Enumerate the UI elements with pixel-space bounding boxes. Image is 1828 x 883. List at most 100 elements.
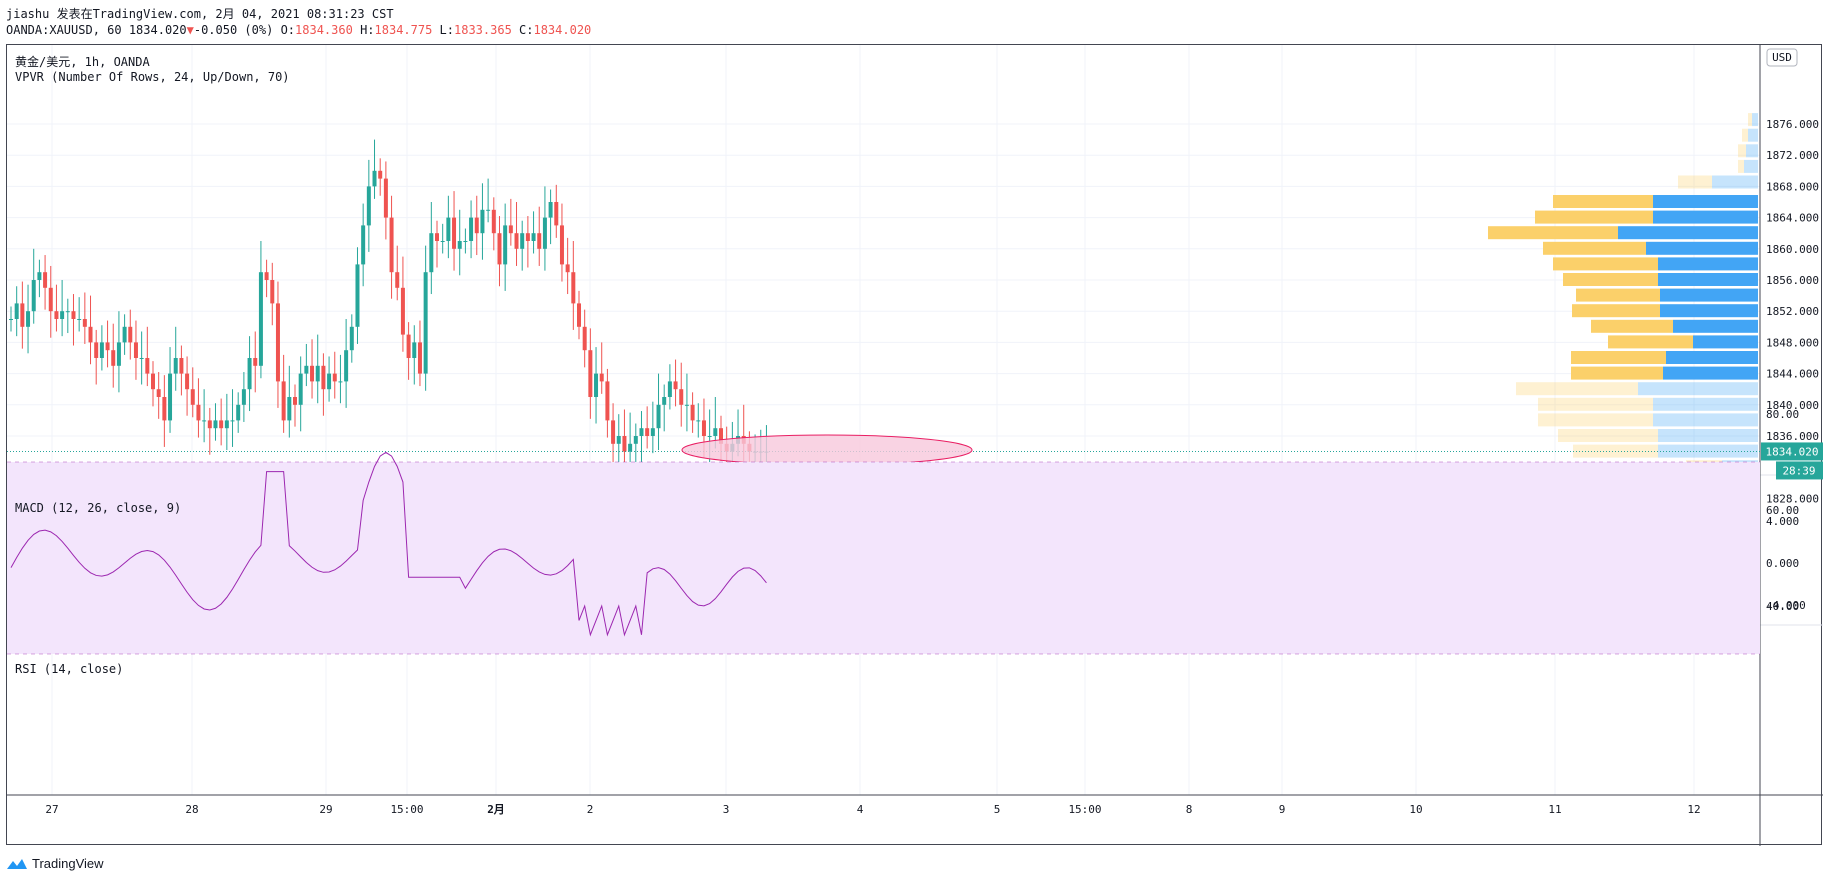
candle-body <box>719 428 723 444</box>
candle-body <box>332 373 337 382</box>
time-axis-label: 11 <box>1548 803 1561 816</box>
candle-body <box>88 326 93 343</box>
candle-body <box>310 365 315 382</box>
candle-body <box>400 287 405 335</box>
candle-body <box>293 397 297 405</box>
candle-body <box>94 342 99 358</box>
brand-text: TradingView <box>32 856 104 871</box>
candle-body <box>37 272 42 280</box>
candle-body <box>639 428 644 436</box>
vpvr-up-bar <box>1638 382 1758 396</box>
rsi-line <box>10 451 767 637</box>
price-axis-label: 1872.000 <box>1766 149 1819 162</box>
candle-body <box>645 428 650 436</box>
candle-body <box>275 303 280 382</box>
tradingview-brand[interactable]: TradingView <box>6 856 104 871</box>
candle-body <box>423 272 428 374</box>
price-axis-label: 1876.000 <box>1766 118 1819 131</box>
chart-canvas[interactable]: 1876.000 1872.000 1868.000 1864.000 1860.000… <box>7 45 1823 846</box>
vpvr-up-bar <box>1653 397 1758 411</box>
candle-body <box>469 217 474 241</box>
vpvr-up-bar <box>1693 335 1758 349</box>
chart-frame[interactable]: 1876.000 1872.000 1868.000 1864.000 1860.000… <box>6 44 1823 846</box>
candle-body <box>116 342 121 366</box>
candle-body <box>122 326 127 343</box>
candle-body <box>151 373 155 390</box>
candle-body <box>673 381 678 390</box>
candle-body <box>31 280 36 312</box>
candle-body <box>520 233 525 249</box>
candle-body <box>349 326 354 351</box>
vpvr-up-bar <box>1660 304 1758 318</box>
low-label: L: <box>439 23 454 37</box>
candle-body <box>696 420 701 422</box>
rsi-legend[interactable]: RSI (14, close) <box>15 662 124 676</box>
candle-body <box>611 420 616 444</box>
candle-body <box>321 365 326 390</box>
vpvr-up-bar <box>1712 175 1758 189</box>
candle-body <box>315 365 320 382</box>
candle-body <box>287 397 292 421</box>
vpvr-up-bar <box>1653 210 1758 224</box>
vpvr-legend[interactable]: VPVR (Number Of Rows, 24, Up/Down, 70) <box>15 70 290 84</box>
macd-axis-label: -4.000 <box>1766 599 1806 612</box>
candle-body <box>77 319 82 320</box>
vpvr-up-bar <box>1744 159 1758 173</box>
candle-body <box>571 272 576 304</box>
candle-body <box>537 233 542 249</box>
rsi-band <box>7 462 1760 654</box>
candle-body <box>43 272 48 288</box>
candle-body <box>162 397 167 421</box>
vpvr-up-bar <box>1746 144 1758 158</box>
candle-body <box>503 225 508 265</box>
candle-body <box>258 272 263 366</box>
candle-body <box>667 381 672 397</box>
candle-body <box>486 209 491 211</box>
candle-body <box>554 202 559 226</box>
vpvr-down-bar <box>1591 319 1673 333</box>
highlight-ellipse <box>681 434 973 466</box>
candle-body <box>48 287 53 312</box>
candle-body <box>542 217 547 249</box>
candle-body <box>474 217 479 234</box>
vpvr-up-bar <box>1658 273 1758 286</box>
rsi-axis-label: 60.00 <box>1766 504 1799 517</box>
price-axis-label: 1856.000 <box>1766 274 1819 287</box>
candle-body <box>202 420 207 422</box>
open-label: O: <box>280 23 296 37</box>
candle-body <box>395 272 400 288</box>
currency-badge <box>1766 48 1798 67</box>
candle-body <box>452 217 457 249</box>
candle-body <box>690 404 695 421</box>
vpvr-up-bar <box>1658 429 1758 442</box>
vpvr-up-bar <box>1653 413 1758 427</box>
candle-body <box>99 342 104 358</box>
macd-axis-label: 0.000 <box>1766 557 1799 570</box>
time-axis-label: 10 <box>1409 803 1422 816</box>
candle-body <box>20 303 25 327</box>
candle-body <box>412 342 417 358</box>
vpvr-up-bar <box>1646 241 1758 255</box>
vpvr-down-bar <box>1738 159 1744 173</box>
vpvr-up-bar <box>1752 113 1758 127</box>
symbol-interval: OANDA:XAUUSD, 60 <box>6 23 122 37</box>
price-axis-label: 1848.000 <box>1766 336 1819 349</box>
candle-body <box>156 389 161 397</box>
time-axis-label: 27 <box>45 803 58 816</box>
vpvr-down-bar <box>1608 335 1693 349</box>
macd-legend[interactable]: MACD (12, 26, close, 9) <box>15 501 182 515</box>
candle-body <box>633 436 638 444</box>
candle-body <box>14 303 19 319</box>
vpvr-up-bar <box>1666 351 1758 364</box>
price-axis-label: 1828.000 <box>1766 492 1819 505</box>
main-legend-title[interactable]: 黄金/美元, 1h, OANDA <box>15 55 150 69</box>
candle-body <box>525 233 530 241</box>
candle-body <box>531 233 536 241</box>
candle-body <box>224 420 229 429</box>
candle-body <box>605 381 610 421</box>
candle-body <box>548 202 553 218</box>
candle-body <box>111 350 116 366</box>
candle-body <box>440 241 445 242</box>
price-axis-label: 1840.000 <box>1766 399 1819 412</box>
time-axis-label: 15:00 <box>1068 803 1101 816</box>
